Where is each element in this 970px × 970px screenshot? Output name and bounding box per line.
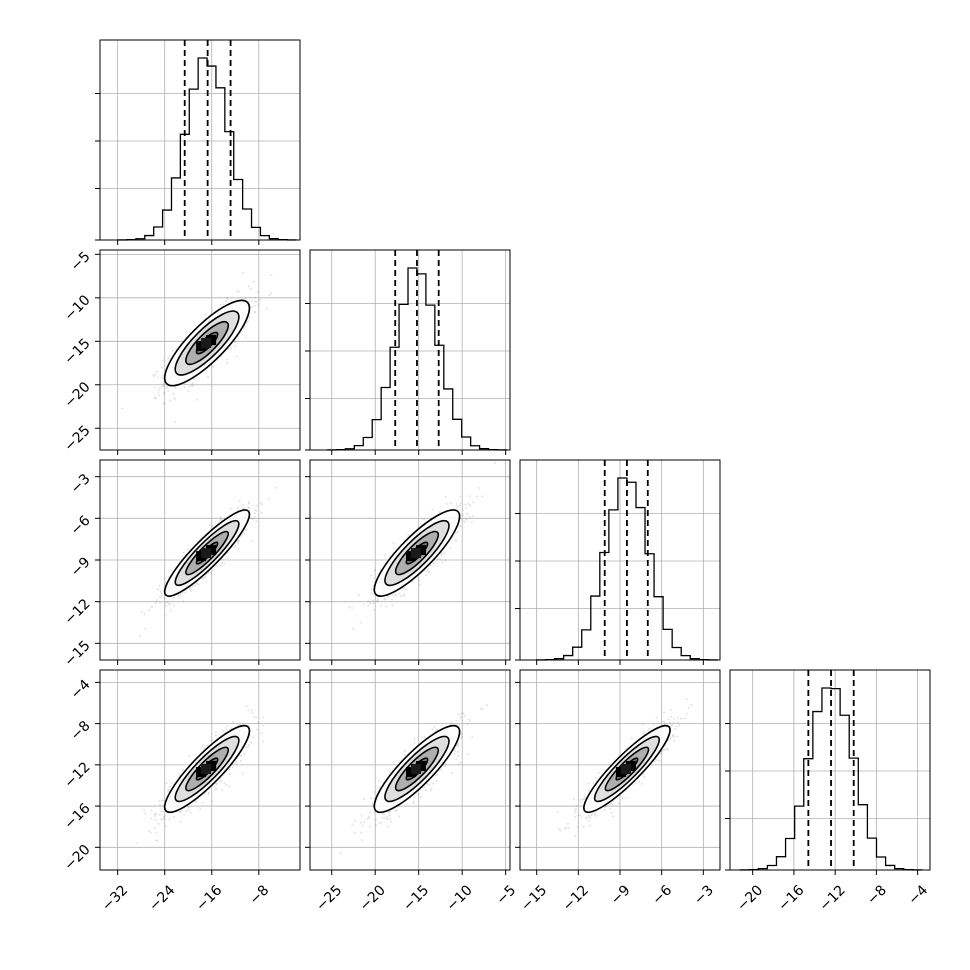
y-tick-label: −25 <box>61 423 93 455</box>
scatter-panel-1-0 <box>95 249 301 455</box>
density-core-pixel <box>201 548 212 559</box>
histogram-step-line <box>739 687 923 871</box>
y-tick-label: −20 <box>61 842 93 874</box>
y-tick-label: −9 <box>68 554 94 580</box>
panel-content <box>310 670 510 870</box>
x-tick-label: −20 <box>357 882 389 914</box>
scatter-panel-3-0 <box>95 669 301 875</box>
histogram-panel-1 <box>305 249 511 455</box>
panel-frame <box>309 249 511 451</box>
x-tick-label: −25 <box>313 882 345 914</box>
density-core-pixel <box>620 764 631 774</box>
density-core-pixel <box>411 548 421 559</box>
x-tick-label: −12 <box>560 882 592 914</box>
y-tick-label: −12 <box>61 759 93 791</box>
x-tick-label: −12 <box>817 882 849 914</box>
y-tick-label: −20 <box>61 379 93 411</box>
x-tick-label: −6 <box>649 882 675 908</box>
histogram-panel-3 <box>725 669 931 875</box>
x-tick-label: −24 <box>146 882 178 914</box>
x-tick-label: −16 <box>775 882 807 914</box>
y-tick-label: −4 <box>68 677 94 703</box>
x-tick-label: −15 <box>400 882 432 914</box>
y-tick-label: −15 <box>61 638 93 670</box>
panel-content <box>100 460 300 660</box>
x-tick-label: −8 <box>864 882 890 908</box>
panel-content <box>100 250 300 450</box>
scatter-panel-3-2 <box>515 669 721 875</box>
y-tick-label: −16 <box>61 800 93 832</box>
x-tick-label: −5 <box>493 882 519 908</box>
y-tick-label: −10 <box>61 292 93 324</box>
scatter-panel-3-1 <box>305 669 511 875</box>
panel-content <box>310 460 510 660</box>
y-tick-label: −3 <box>68 471 94 497</box>
x-tick-label: −10 <box>444 882 476 914</box>
y-tick-label: −6 <box>68 513 94 539</box>
histogram-panel-2 <box>515 459 721 665</box>
density-core-pixel <box>411 764 421 774</box>
y-tick-label: −8 <box>68 718 94 744</box>
panel-frame <box>729 669 931 871</box>
y-tick-label: −5 <box>68 249 94 275</box>
scatter-panel-2-1 <box>305 459 511 665</box>
histogram-panel-0 <box>95 39 301 245</box>
x-tick-label: −3 <box>691 882 717 908</box>
panel-frame <box>309 669 511 871</box>
density-core-pixel <box>201 338 212 348</box>
panel-frame <box>99 39 301 241</box>
x-tick-label: −32 <box>99 882 131 914</box>
panel-content <box>100 670 300 870</box>
scatter-panel-2-0 <box>95 459 301 665</box>
x-tick-label: −9 <box>608 882 634 908</box>
x-tick-label: −16 <box>193 882 225 914</box>
panel-content <box>520 670 720 870</box>
x-tick-label: −20 <box>734 882 766 914</box>
y-tick-label: −12 <box>61 596 93 628</box>
panel-frame <box>99 249 301 451</box>
density-core-pixel <box>201 764 212 774</box>
x-tick-label: −8 <box>247 882 273 908</box>
y-tick-label: −15 <box>61 336 93 368</box>
panel-frame <box>99 669 301 871</box>
x-tick-label: −15 <box>518 882 550 914</box>
x-tick-label: −4 <box>905 882 931 908</box>
